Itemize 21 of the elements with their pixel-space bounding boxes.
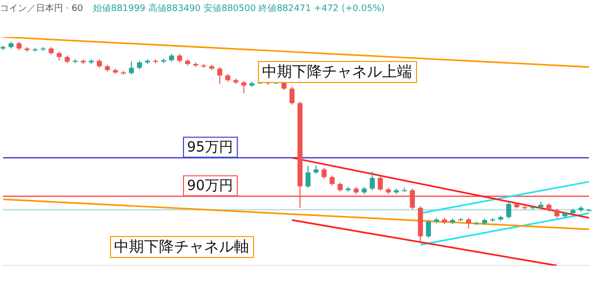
candlestick xyxy=(554,208,560,218)
ref-line-label: 95万円 xyxy=(187,139,233,156)
candlestick xyxy=(370,171,375,191)
candlestick xyxy=(128,61,134,76)
candlestick xyxy=(289,86,294,106)
candlestick xyxy=(426,220,431,238)
candlestick xyxy=(322,167,327,180)
candlestick xyxy=(506,201,512,220)
candlestick xyxy=(330,174,335,186)
candlestick xyxy=(466,217,472,230)
annotation: 中期下降チャネル上端 xyxy=(262,62,412,80)
chart-title: コイン／日本円 · 60 xyxy=(0,2,84,15)
candlestick xyxy=(378,176,383,192)
candlestick xyxy=(217,66,222,84)
chart-subtitle: 始値881999 高値883490 安値880500 終値882471 +472 (+0.05%) xyxy=(93,2,385,15)
annotation: 中期下降チャネル軸 xyxy=(114,237,249,256)
ref-line-label: 90万円 xyxy=(187,178,233,194)
candlestick xyxy=(410,188,415,210)
candlestick xyxy=(338,182,343,192)
candlestick xyxy=(241,80,246,94)
candlestick xyxy=(306,165,311,188)
